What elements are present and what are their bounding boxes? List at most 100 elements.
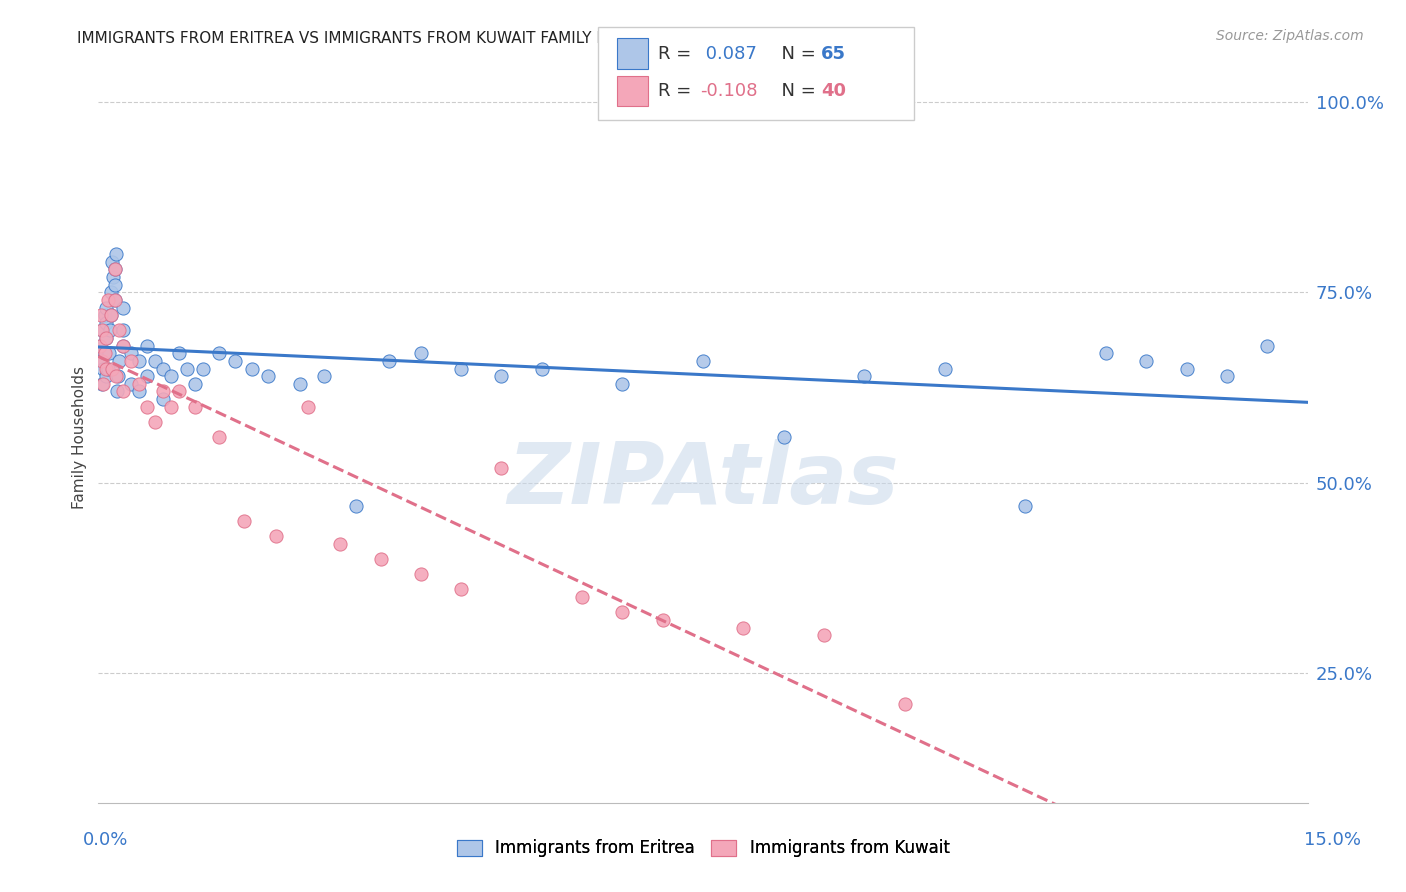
Point [94,346,117,360]
Text: 0.087: 0.087 [700,45,756,62]
Point [1095,346,1118,360]
Point [733,621,755,635]
Point [135,338,157,352]
Point [100,285,122,300]
Point [135,369,157,384]
Point [297,400,319,414]
Point [89,338,111,352]
Point [103,293,125,307]
Text: 40: 40 [821,82,846,100]
Point [232,514,254,528]
Text: Source: ZipAtlas.com: Source: ZipAtlas.com [1216,29,1364,43]
Point [111,384,134,399]
Point [103,262,125,277]
Point [1135,354,1157,368]
Y-axis label: Family Households: Family Households [72,366,87,508]
Point [107,369,129,384]
Point [184,400,207,414]
Point [409,346,432,360]
Text: N =: N = [770,82,823,100]
Point [96,331,118,345]
Point [100,308,122,322]
Point [97,293,120,307]
Point [103,277,125,292]
Point [167,346,190,360]
Point [450,361,472,376]
Point [152,392,174,406]
Point [612,376,634,391]
Point [120,346,142,360]
Point [450,582,472,597]
Point [128,354,150,368]
Point [90,354,112,368]
Text: R =: R = [658,45,697,62]
Point [160,369,183,384]
Legend: Immigrants from Eritrea, Immigrants from Kuwait: Immigrants from Eritrea, Immigrants from… [450,832,956,864]
Point [208,430,231,444]
Point [853,369,876,384]
Point [370,552,392,566]
Text: ZIPAtlas: ZIPAtlas [508,440,898,523]
Point [101,361,124,376]
Point [1256,338,1278,352]
Point [224,354,246,368]
Point [160,400,183,414]
Point [329,537,352,551]
Point [101,255,124,269]
Text: -0.108: -0.108 [700,82,758,100]
Point [651,613,673,627]
Point [813,628,835,642]
Point [96,316,118,330]
Point [91,376,114,391]
Point [264,529,287,543]
Point [143,415,166,429]
Point [111,301,134,315]
Point [104,262,127,277]
Point [772,430,794,444]
Point [98,323,121,337]
Point [111,338,134,352]
Point [90,308,112,322]
Point [240,361,263,376]
Point [107,354,129,368]
Point [100,308,122,322]
Point [105,247,128,261]
Point [111,323,134,337]
Point [314,369,336,384]
Point [530,361,553,376]
Point [571,590,593,604]
Point [1175,361,1198,376]
Point [97,346,120,360]
Point [176,361,198,376]
Point [91,376,114,391]
Point [491,369,513,384]
Point [152,384,174,399]
Text: 0.0%: 0.0% [83,831,128,849]
Point [96,301,118,315]
Point [105,384,128,399]
Point [90,354,112,368]
Point [208,346,231,360]
Point [934,361,956,376]
Point [288,376,311,391]
Text: IMMIGRANTS FROM ERITREA VS IMMIGRANTS FROM KUWAIT FAMILY HOUSEHOLDS CORRELATION : IMMIGRANTS FROM ERITREA VS IMMIGRANTS FR… [77,31,875,46]
Point [97,361,120,376]
Text: 15.0%: 15.0% [1305,831,1361,849]
Text: R =: R = [658,82,697,100]
Point [152,361,174,376]
Point [193,361,215,376]
Point [256,369,278,384]
Point [612,605,634,619]
Point [96,361,118,376]
Point [128,376,150,391]
Point [1014,499,1036,513]
Point [143,354,166,368]
Point [111,338,134,352]
Point [103,293,125,307]
Point [692,354,714,368]
Point [135,400,157,414]
Point [377,354,399,368]
Point [1216,369,1239,384]
Point [167,384,190,399]
Point [96,331,118,345]
